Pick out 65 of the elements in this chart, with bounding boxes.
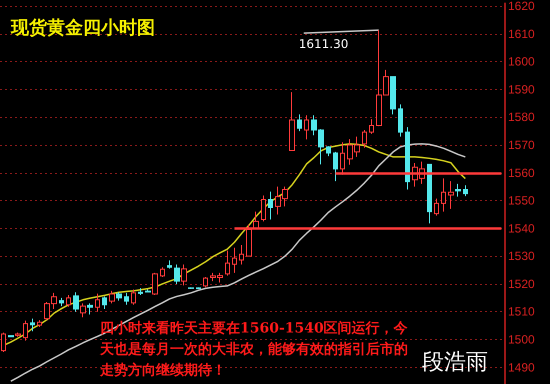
candlestick xyxy=(116,292,122,302)
candlestick xyxy=(232,247,237,274)
candlestick xyxy=(398,104,403,138)
candlestick xyxy=(160,266,165,278)
candlestick xyxy=(369,118,374,134)
candlestick xyxy=(434,198,439,216)
y-tick-label: 1590 xyxy=(508,82,536,96)
candlestick xyxy=(15,332,21,338)
y-tick-label: 1510 xyxy=(508,304,536,319)
y-tick-label: 1540 xyxy=(508,221,536,236)
candlestick xyxy=(59,297,64,307)
candlestick xyxy=(390,76,396,115)
candlestick xyxy=(95,293,100,312)
candlestick xyxy=(131,289,136,306)
candlestick xyxy=(304,114,309,140)
candlestick xyxy=(239,244,244,265)
y-tick-label: 1620 xyxy=(508,0,536,13)
candlestick xyxy=(124,292,129,306)
candlestick xyxy=(297,114,302,132)
candlestick xyxy=(333,151,338,182)
candlestick xyxy=(225,250,230,276)
y-tick-label: 1610 xyxy=(508,26,536,41)
candlestick xyxy=(448,180,454,210)
candlestick xyxy=(188,286,194,290)
candlestick xyxy=(463,184,468,197)
candlestick xyxy=(203,276,208,288)
y-tick-label: 1550 xyxy=(508,194,536,208)
candlestick xyxy=(66,294,71,308)
candlestick xyxy=(109,290,115,304)
candlestick xyxy=(73,292,79,312)
candlestick xyxy=(181,264,187,286)
candlestick xyxy=(152,272,158,296)
y-tick-label: 1500 xyxy=(508,332,536,347)
candlestick xyxy=(455,183,461,198)
candlestick xyxy=(268,191,273,220)
y-tick-label: 1530 xyxy=(508,249,536,264)
line-series xyxy=(10,143,466,382)
text: 现货黄金四小时图 xyxy=(10,18,155,38)
candlestick xyxy=(138,288,143,296)
candlestick xyxy=(326,146,331,157)
candlestick xyxy=(87,302,93,316)
candlestick xyxy=(261,195,266,222)
candlestick xyxy=(174,264,180,284)
candlestick xyxy=(23,320,28,342)
y-tick-label: 1520 xyxy=(508,276,536,291)
annotation: 1611.30 xyxy=(298,37,348,52)
candlestick xyxy=(37,320,42,328)
candlestick xyxy=(405,126,410,190)
candlestick xyxy=(167,260,172,270)
candlestick xyxy=(289,92,295,152)
candlestick xyxy=(1,332,6,353)
candlestick xyxy=(427,164,432,224)
candlestick xyxy=(362,129,367,148)
y-tick-label: 1570 xyxy=(508,138,536,152)
y-tick-label: 1600 xyxy=(508,54,536,69)
y-tick-label: 1580 xyxy=(508,110,536,124)
candlestick xyxy=(30,318,35,332)
candlestick xyxy=(145,289,151,293)
candlestick xyxy=(102,296,107,310)
candlestick xyxy=(441,178,446,212)
candlestick xyxy=(80,302,86,318)
annotation: 段浩雨 xyxy=(422,350,488,375)
candlestick xyxy=(8,334,14,338)
y-tick-label: 1490 xyxy=(508,360,536,374)
y-tick-label: 1560 xyxy=(508,166,536,180)
